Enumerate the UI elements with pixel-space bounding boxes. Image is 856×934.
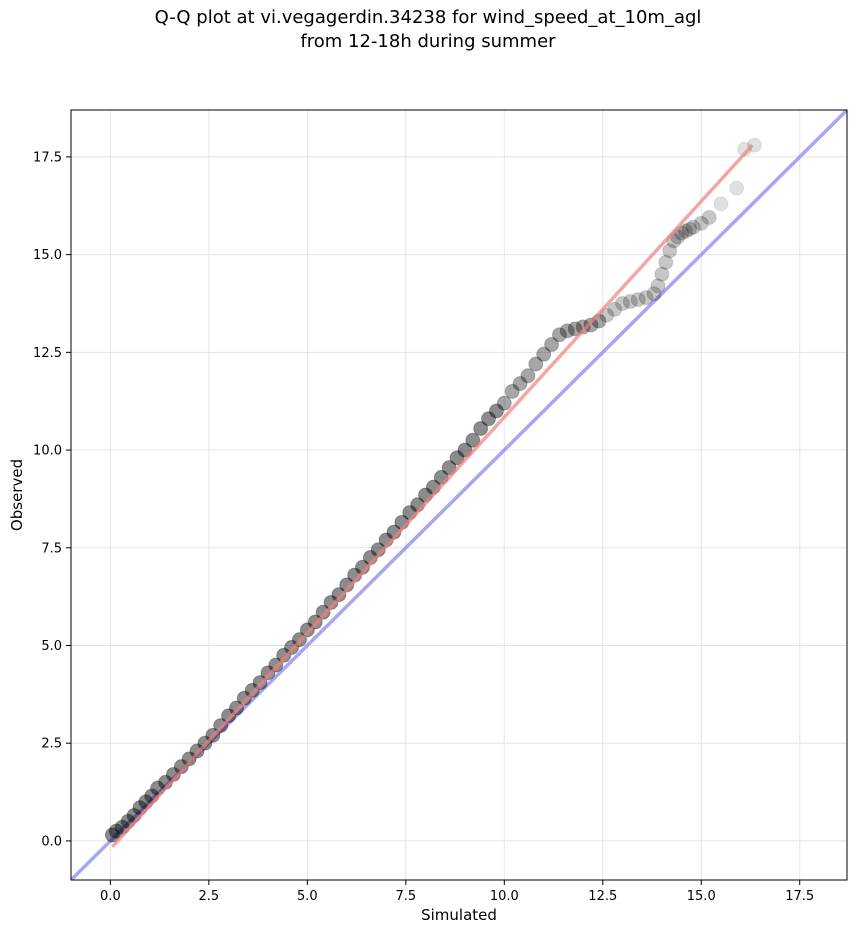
data-point [662, 243, 678, 259]
data-point [614, 295, 630, 311]
y-axis-label: Observed [8, 459, 26, 531]
data-point [528, 356, 544, 372]
data-point [551, 327, 567, 343]
data-point [701, 209, 717, 225]
data-point [630, 292, 646, 308]
data-point [713, 196, 729, 212]
data-point [457, 442, 473, 458]
data-point [189, 743, 205, 759]
x-tick-label: 2.5 [199, 889, 220, 904]
data-point [650, 278, 666, 294]
data-point [520, 368, 536, 384]
data-point [607, 301, 623, 317]
data-point [575, 319, 591, 335]
data-point [488, 403, 504, 419]
y-tick-label: 10.0 [33, 444, 62, 459]
data-point [638, 290, 654, 306]
data-point [104, 827, 120, 843]
data-point [622, 294, 638, 310]
chart-title: Q-Q plot at vi.vegagerdin.34238 for wind… [0, 6, 856, 54]
data-point [599, 307, 615, 323]
fit-line [111, 143, 754, 848]
x-tick-label: 10.0 [490, 889, 519, 904]
data-point [496, 395, 512, 411]
x-tick-label: 12.5 [588, 889, 617, 904]
y-tick-label: 7.5 [41, 541, 62, 556]
data-point [658, 254, 674, 270]
data-point [236, 690, 252, 706]
y-tick-label: 0.0 [41, 834, 62, 849]
data-point [729, 180, 745, 196]
data-point [544, 337, 560, 353]
data-point [504, 383, 520, 399]
data-point [221, 708, 237, 724]
data-point [181, 751, 197, 767]
data-point [108, 823, 124, 839]
data-point [685, 219, 701, 235]
x-axis-label: Simulated [421, 906, 497, 924]
y-tick-label: 12.5 [33, 346, 62, 361]
x-axis-ticks: 0.0 2.5 5.0 7.5 10.0 12.5 15.0 17.5 [100, 880, 814, 904]
chart-title-line-1: Q-Q plot at vi.vegagerdin.34238 for wind… [154, 7, 702, 28]
data-point [681, 221, 697, 237]
y-tick-label: 17.5 [33, 150, 62, 165]
data-point [481, 411, 497, 427]
data-point [512, 376, 528, 392]
data-point [331, 587, 347, 603]
data-point [465, 432, 481, 448]
data-point [260, 665, 276, 681]
x-tick-label: 7.5 [395, 889, 416, 904]
y-tick-label: 2.5 [41, 737, 62, 752]
grid [71, 110, 847, 880]
data-point [693, 215, 709, 231]
data-point [536, 346, 552, 362]
data-point [559, 323, 575, 339]
data-point [244, 682, 260, 698]
data-point [473, 421, 489, 437]
data-point [299, 622, 315, 638]
x-tick-label: 5.0 [297, 889, 318, 904]
fit-line-layer [111, 143, 754, 848]
x-tick-label: 15.0 [687, 889, 716, 904]
data-point [315, 604, 331, 620]
data-point [449, 450, 465, 466]
data-point [567, 321, 583, 337]
data-point [646, 286, 662, 302]
data-point [654, 266, 670, 282]
data-point [276, 647, 292, 663]
data-point [677, 223, 693, 239]
chart-title-line-2: from 12-18h during summer [300, 31, 556, 52]
y-axis-ticks: 0.0 2.5 5.0 7.5 10.0 12.5 15.0 17.5 [33, 150, 71, 849]
y-tick-label: 5.0 [41, 639, 62, 654]
x-tick-label: 0.0 [100, 889, 121, 904]
y-tick-label: 15.0 [33, 248, 62, 263]
axes-frame [70, 109, 848, 881]
x-tick-label: 17.5 [785, 889, 814, 904]
